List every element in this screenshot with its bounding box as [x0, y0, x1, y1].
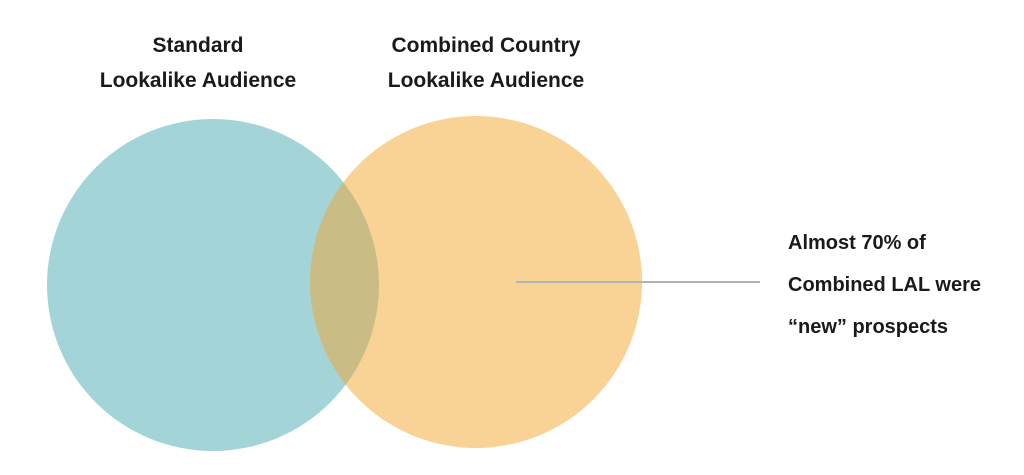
standard-audience-label-line2: Lookalike Audience	[99, 69, 297, 92]
combined-audience-label-line2: Lookalike Audience	[387, 69, 585, 92]
combined-audience-label: Combined Country Lookalike Audience	[355, 28, 617, 98]
combined-audience-label-line1: Combined Country	[391, 34, 581, 57]
standard-audience-label-line1: Standard	[152, 34, 244, 57]
callout-line2: Combined LAL were	[788, 274, 981, 296]
callout-text: Almost 70% of Combined LAL were “new” pr…	[788, 222, 981, 348]
standard-audience-circle	[47, 119, 379, 451]
combined-audience-circle	[310, 116, 642, 448]
callout-line3: “new” prospects	[788, 316, 949, 338]
callout-line1: Almost 70% of	[788, 232, 926, 254]
standard-audience-label: Standard Lookalike Audience	[78, 28, 318, 98]
